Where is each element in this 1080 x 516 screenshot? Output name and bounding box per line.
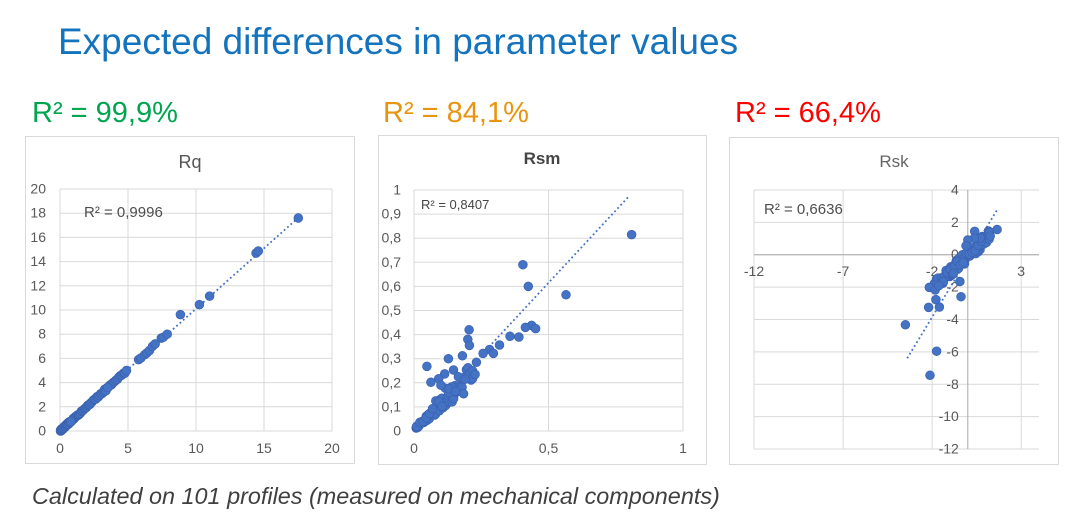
svg-text:0,1: 0,1 (382, 398, 402, 414)
svg-text:0,7: 0,7 (382, 254, 402, 270)
svg-text:R² = 0,9996: R² = 0,9996 (84, 204, 163, 221)
svg-text:-4: -4 (946, 311, 959, 327)
svg-text:1: 1 (393, 182, 401, 198)
svg-text:12: 12 (30, 277, 46, 293)
svg-text:0,5: 0,5 (539, 440, 559, 456)
svg-text:-8: -8 (946, 376, 959, 392)
svg-text:4: 4 (951, 182, 959, 198)
svg-text:2: 2 (951, 214, 959, 230)
svg-text:Rq: Rq (178, 152, 201, 172)
svg-text:-12: -12 (744, 263, 764, 279)
svg-text:0: 0 (393, 423, 401, 439)
svg-text:0,5: 0,5 (382, 302, 402, 318)
svg-text:0,3: 0,3 (382, 350, 402, 366)
svg-text:0,9: 0,9 (382, 206, 402, 222)
svg-text:20: 20 (324, 440, 340, 456)
svg-text:-6: -6 (946, 343, 959, 359)
svg-text:10: 10 (188, 440, 204, 456)
svg-text:0,4: 0,4 (382, 326, 402, 342)
svg-text:0,2: 0,2 (382, 374, 402, 390)
svg-text:10: 10 (30, 302, 46, 318)
svg-text:4: 4 (38, 374, 46, 390)
svg-text:0: 0 (410, 440, 418, 456)
svg-text:-10: -10 (939, 408, 959, 424)
svg-text:2: 2 (38, 398, 46, 414)
svg-text:-12: -12 (939, 441, 959, 457)
svg-text:1: 1 (679, 440, 687, 456)
svg-text:3: 3 (1017, 263, 1025, 279)
svg-text:8: 8 (38, 326, 46, 342)
svg-text:0: 0 (38, 423, 46, 439)
svg-text:-7: -7 (837, 263, 850, 279)
svg-text:0: 0 (56, 440, 64, 456)
svg-text:0,8: 0,8 (382, 230, 402, 246)
svg-text:R² = 0,6636: R² = 0,6636 (764, 201, 843, 218)
svg-text:20: 20 (30, 181, 46, 197)
svg-text:Rsm: Rsm (524, 149, 561, 168)
svg-text:16: 16 (30, 229, 46, 245)
svg-text:14: 14 (30, 253, 46, 269)
svg-text:0,6: 0,6 (382, 278, 402, 294)
svg-text:5: 5 (124, 440, 132, 456)
svg-text:6: 6 (38, 350, 46, 366)
svg-text:15: 15 (256, 440, 272, 456)
svg-text:Rsk: Rsk (879, 152, 909, 171)
svg-text:R² = 0,8407: R² = 0,8407 (421, 197, 489, 212)
svg-text:18: 18 (30, 205, 46, 221)
svg-text:0: 0 (951, 246, 959, 262)
